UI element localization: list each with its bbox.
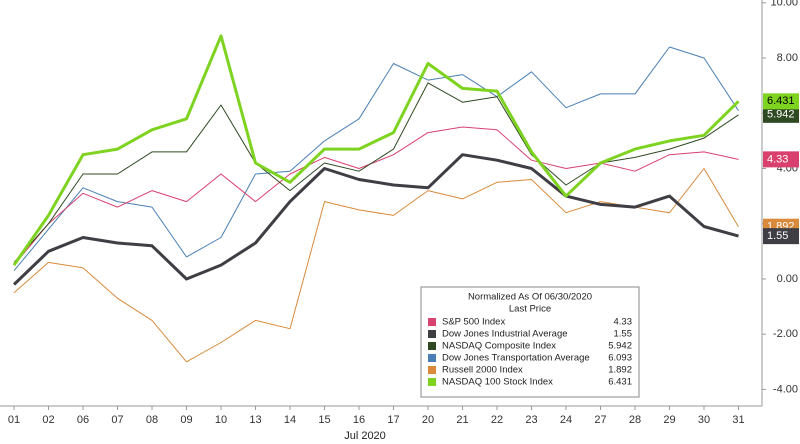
last-price-label: 6.431	[767, 95, 795, 107]
x-tick-label: 20	[422, 414, 434, 426]
last-price-box	[763, 228, 799, 245]
x-tick-label: 21	[456, 414, 468, 426]
legend-subtitle: Last Price	[509, 304, 551, 315]
x-axis-label: Jul 2020	[344, 430, 386, 442]
legend-value: 1.55	[614, 329, 633, 340]
series-line	[12, 34, 740, 266]
x-tick-label: 10	[215, 414, 227, 426]
last-price-box	[763, 151, 799, 168]
y-tick-label: -2.00	[773, 328, 798, 340]
plot-area: -4.00-2.000.002.004.006.008.0010.0001020…	[8, 0, 799, 426]
series-line	[13, 82, 739, 263]
y-tick-label: 10.00	[770, 0, 798, 9]
x-tick-label: 09	[180, 414, 192, 426]
legend-swatch	[428, 378, 436, 386]
x-tick-label: 16	[353, 414, 365, 426]
legend-label: S&P 500 Index	[442, 317, 505, 328]
legend-swatch	[428, 354, 436, 362]
last-price-label: 1.55	[767, 230, 788, 242]
x-tick-label: 31	[732, 414, 744, 426]
series-line	[13, 126, 739, 266]
x-tick-label: 24	[560, 414, 572, 426]
legend-swatch	[428, 318, 436, 326]
last-price-label: 4.33	[767, 153, 788, 165]
x-tick-label: 23	[525, 414, 537, 426]
legend-swatch	[428, 366, 436, 374]
x-tick-label: 01	[8, 414, 20, 426]
legend-label: Dow Jones Transportation Average	[442, 353, 590, 364]
last-price-box	[763, 106, 799, 123]
x-tick-label: 06	[77, 414, 89, 426]
y-tick-label: 8.00	[777, 52, 798, 64]
last-price-label: 5.942	[767, 109, 795, 121]
x-tick-label: 02	[42, 414, 54, 426]
x-tick-label: 13	[249, 414, 261, 426]
legend-box	[420, 286, 640, 398]
legend-value: 1.892	[608, 365, 632, 376]
x-tick-label: 07	[111, 414, 123, 426]
legend-title: Normalized As Of 06/30/2020	[468, 292, 592, 303]
x-tick-label: 29	[663, 414, 675, 426]
x-tick-label: 30	[698, 414, 710, 426]
y-tick-label: -4.00	[773, 383, 798, 395]
legend: Normalized As Of 06/30/2020 Last Price S…	[420, 286, 640, 398]
x-tick-label: 17	[387, 414, 399, 426]
legend-label: Russell 2000 Index	[442, 365, 523, 376]
legend-label: NASDAQ 100 Stock Index	[442, 377, 553, 388]
x-tick-label: 28	[629, 414, 641, 426]
series-line	[13, 46, 739, 272]
legend-value: 5.942	[608, 341, 632, 352]
y-tick-label: 0.00	[777, 273, 798, 285]
legend-label: Dow Jones Industrial Average	[442, 329, 568, 340]
x-tick-label: 08	[146, 414, 158, 426]
legend-swatch	[428, 330, 436, 338]
x-tick-label: 15	[318, 414, 330, 426]
legend-value: 6.431	[608, 377, 632, 388]
x-tick-label: 27	[594, 414, 606, 426]
legend-swatch	[428, 342, 436, 350]
series-line	[12, 153, 739, 286]
last-price-box	[763, 93, 799, 110]
legend-value: 4.33	[614, 317, 633, 328]
x-tick-label: 22	[491, 414, 503, 426]
legend-value: 6.093	[608, 353, 632, 364]
x-tick-label: 14	[284, 414, 296, 426]
legend-label: NASDAQ Composite Index	[442, 341, 556, 352]
